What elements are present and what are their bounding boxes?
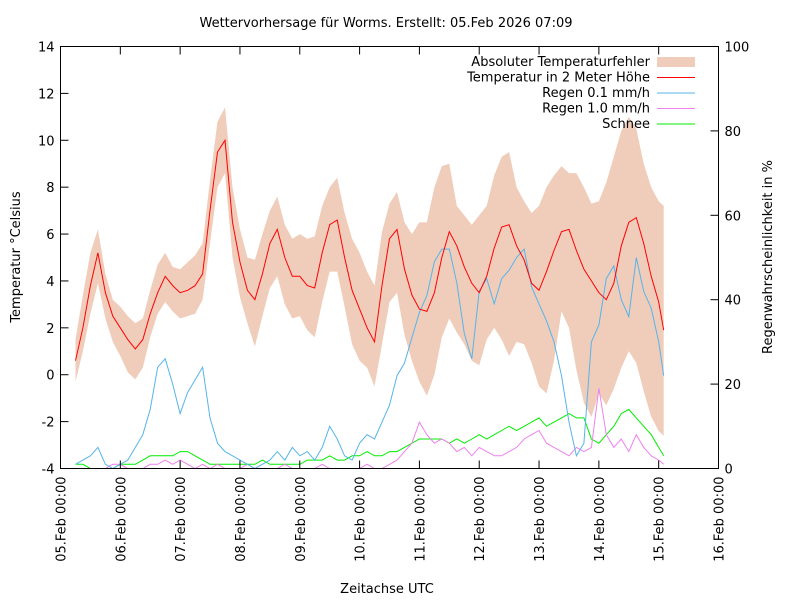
x-axis-label: Zeitachse UTC xyxy=(340,582,434,597)
y-tick-label: -4 xyxy=(42,463,55,478)
x-tick-label: 06.Feb 00:00 xyxy=(114,477,129,562)
y-tick-label: -2 xyxy=(42,416,55,431)
temperature-error-band xyxy=(75,107,664,436)
y2-axis-label: Regenwahrscheinlichkeit in % xyxy=(761,160,776,354)
y-tick-label: 6 xyxy=(46,228,54,243)
y-tick-label: 4 xyxy=(46,275,54,290)
series-line-regen-1-0 xyxy=(75,388,665,470)
y-tick-label: 12 xyxy=(38,87,55,102)
x-tick-label: 11.Feb 00:00 xyxy=(413,477,428,562)
y-tick-label: 0 xyxy=(46,369,54,384)
legend-label: Schnee xyxy=(602,117,650,132)
x-tick-label: 09.Feb 00:00 xyxy=(294,477,309,562)
x-tick-label: 10.Feb 00:00 xyxy=(354,477,369,562)
x-tick-label: 07.Feb 00:00 xyxy=(174,477,189,562)
plot-border xyxy=(60,46,719,469)
y-axis-left: -4 -2 0 2 4 6 8 10 12 14 xyxy=(38,41,69,478)
y2-tick-label: 60 xyxy=(725,209,742,224)
y-tick-label: 10 xyxy=(38,134,55,149)
legend-label: Regen 0.1 mm/h xyxy=(542,86,650,101)
legend-label: Regen 1.0 mm/h xyxy=(542,102,650,117)
x-tick-label: 08.Feb 00:00 xyxy=(234,477,249,562)
series-line-regen-0-1 xyxy=(75,248,665,470)
x-tick-label: 05.Feb 00:00 xyxy=(55,477,70,562)
y2-tick-label: 0 xyxy=(725,463,733,478)
legend-label: Temperatur in 2 Meter Höhe xyxy=(466,71,650,86)
x-tick-label: 12.Feb 00:00 xyxy=(473,477,488,562)
y-axis-label: Temperatur °Celsius xyxy=(9,191,24,324)
series-lines-layer xyxy=(75,138,665,470)
x-tick-label: 13.Feb 00:00 xyxy=(533,477,548,562)
y2-tick-label: 80 xyxy=(725,125,742,140)
x-tick-label: 14.Feb 00:00 xyxy=(593,477,608,562)
temperature-error-band-layer xyxy=(75,107,664,436)
series-line-schnee xyxy=(75,408,665,469)
y-axis-right: 0 20 40 60 80 100 xyxy=(710,41,750,478)
y2-tick-label: 100 xyxy=(725,41,750,56)
x-axis: 05.Feb 00:00 06.Feb 00:00 07.Feb 00:00 08.F… xyxy=(55,46,728,562)
series-line-temperatur xyxy=(75,138,665,361)
chart-title: Wettervorhersage für Worms. Erstellt: 05… xyxy=(199,16,572,31)
x-tick-label: 16.Feb 00:00 xyxy=(713,477,728,562)
y2-tick-label: 40 xyxy=(725,294,742,309)
legend-label: Absoluter Temperaturfehler xyxy=(471,55,650,70)
y-tick-label: 8 xyxy=(46,181,54,196)
y2-tick-label: 20 xyxy=(725,378,742,393)
y-tick-label: 2 xyxy=(46,322,54,337)
y-tick-label: 14 xyxy=(38,41,55,56)
x-tick-label: 15.Feb 00:00 xyxy=(653,477,668,562)
legend-swatch-band xyxy=(657,57,695,67)
